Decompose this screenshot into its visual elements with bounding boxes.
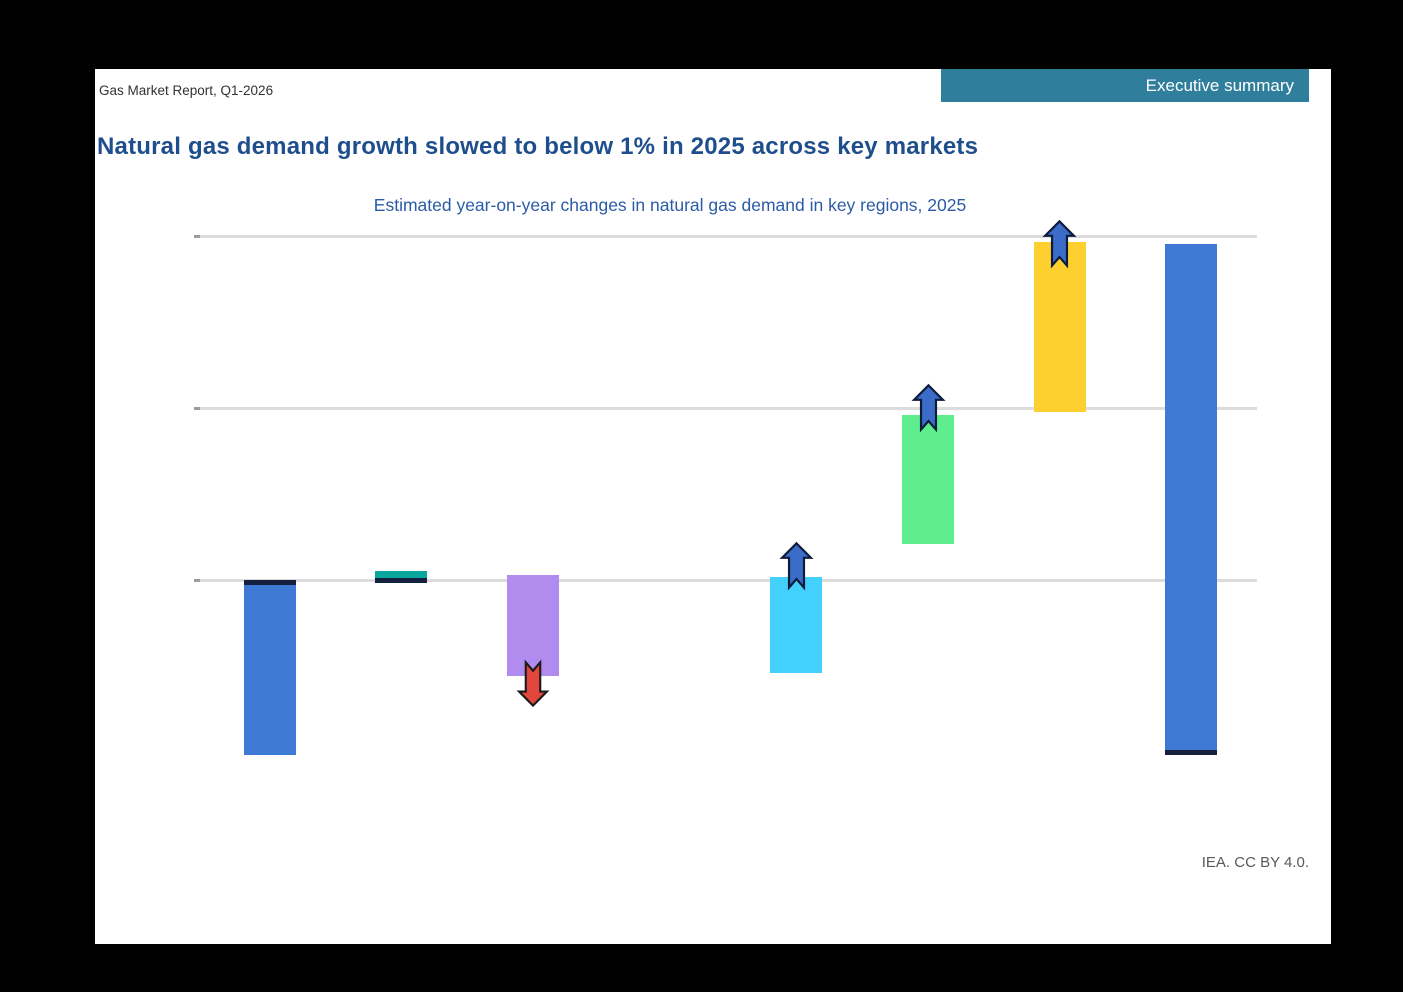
up-arrow-icon [911,384,946,433]
report-panel: Gas Market Report, Q1-2026 Executive sum… [95,69,1331,944]
axis-tick [194,235,200,239]
gridline [200,235,1257,239]
bar-slot-4 [770,576,823,673]
up-arrow-icon [1042,219,1077,269]
axis-tick [194,578,200,582]
gridline [200,578,1257,582]
report-label: Gas Market Report, Q1-2026 [99,83,274,98]
chart-plot [95,69,1331,944]
bar-slot-7 [1165,243,1218,756]
bar-slot-1 [375,571,428,584]
bar-slot-2 [506,574,559,677]
bar-net-cap [243,580,296,585]
bar-slot-6 [1033,241,1086,412]
executive-summary-banner: Executive summary [941,69,1309,102]
bar-slot-0 [243,580,296,756]
bar-net-cap [1165,750,1218,756]
down-arrow-icon [516,659,550,708]
bar-net-cap [375,578,428,584]
up-arrow-icon [779,542,814,591]
gridline [200,406,1257,410]
bar-slot-5 [902,415,955,544]
license-credit: IEA. CC BY 4.0. [1201,854,1309,871]
chart-title: Estimated year-on-year changes in natura… [373,195,967,215]
page-title: Natural gas demand growth slowed to belo… [97,133,979,160]
axis-tick [194,406,200,410]
